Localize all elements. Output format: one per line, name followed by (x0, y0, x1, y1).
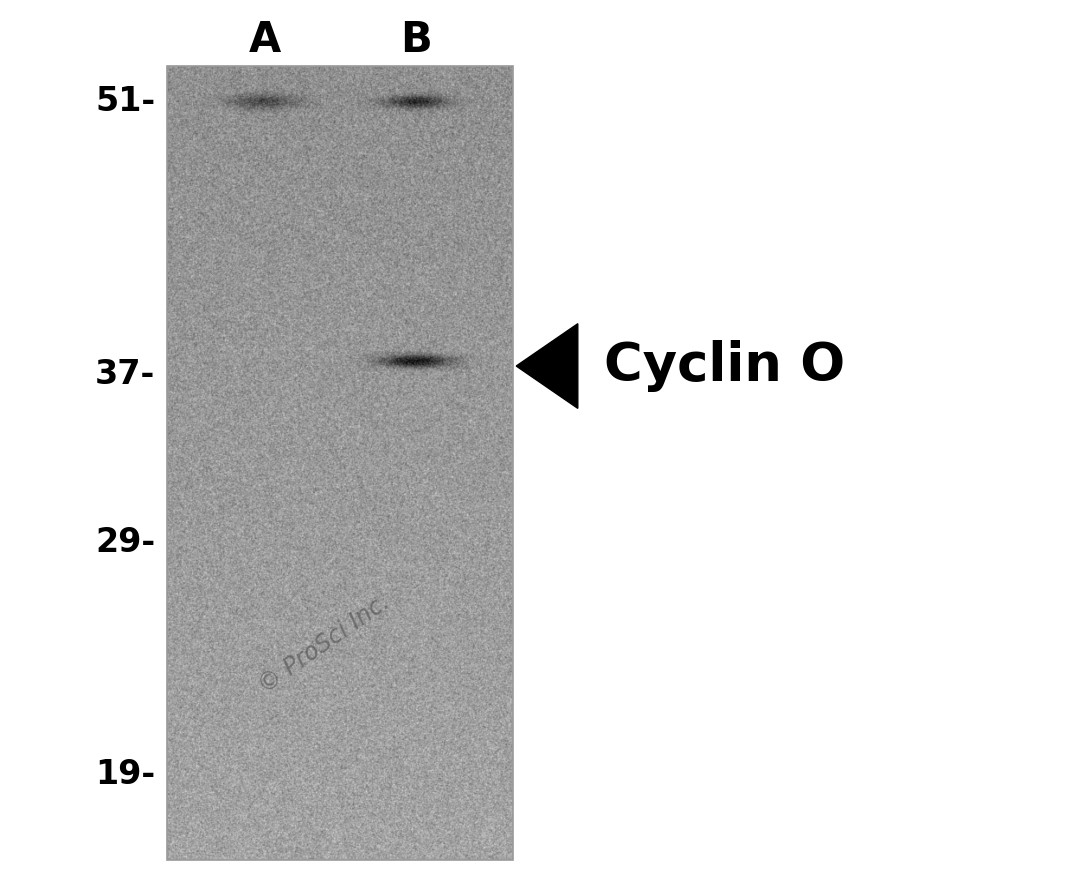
Text: B: B (400, 19, 432, 61)
Text: 29-: 29- (95, 526, 156, 559)
Text: © ProSci Inc.: © ProSci Inc. (254, 590, 394, 698)
Text: A: A (248, 19, 281, 61)
Text: 37-: 37- (95, 358, 156, 392)
Bar (167, 66, 513, 860)
Polygon shape (516, 324, 578, 408)
Text: 19-: 19- (95, 758, 156, 791)
Text: Cyclin O: Cyclin O (604, 340, 845, 392)
Text: 51-: 51- (95, 85, 156, 118)
